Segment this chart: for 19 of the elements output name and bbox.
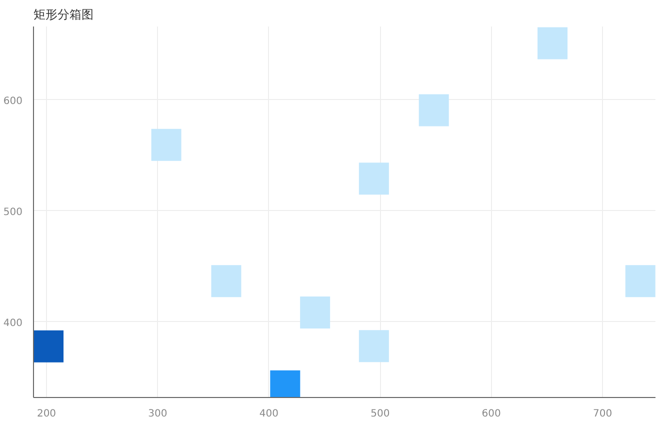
point (625, 265, 656, 298)
chart-title: 矩形分箱图 (34, 8, 94, 22)
x-tick-label: 300 (148, 408, 168, 420)
y-tick-label: 500 (3, 206, 23, 218)
x-tick-label: 600 (482, 408, 501, 420)
point (418, 94, 449, 126)
x-tick-label: 500 (370, 408, 390, 420)
point (151, 128, 182, 161)
point (358, 330, 389, 362)
x-tick-label: 400 (259, 408, 278, 420)
point (300, 296, 330, 329)
y-tick-label: 400 (3, 318, 23, 329)
point (538, 27, 568, 60)
point (211, 265, 242, 298)
point (358, 162, 389, 195)
x-tick-label: 700 (593, 408, 612, 420)
x-tick-label: 200 (36, 408, 56, 420)
point (34, 330, 64, 362)
y-tick-label: 600 (3, 96, 23, 107)
